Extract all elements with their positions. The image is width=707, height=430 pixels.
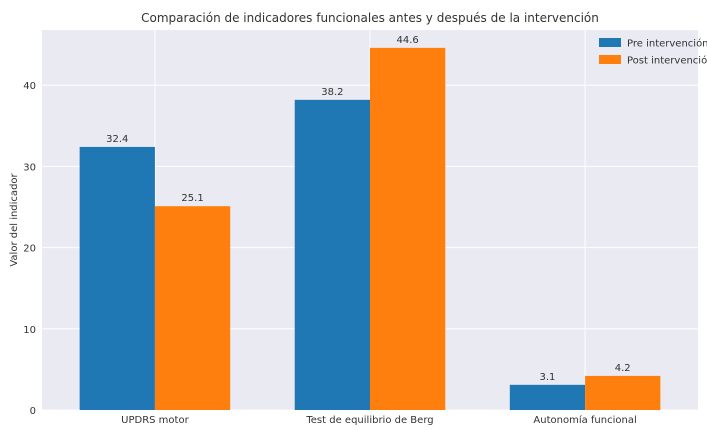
bar-value-label: 38.2 [321,87,343,98]
x-tick-label: Autonomía funcional [533,414,636,426]
y-tick-label: 20 [23,244,36,255]
y-axis-ticks: 0 10 20 30 40 [23,81,36,417]
bar-post-1 [370,47,446,410]
legend-label: Post intervención [627,55,707,67]
legend-swatch [599,55,621,64]
bar-pre-0 [79,146,155,410]
bar-value-label: 44.6 [397,35,419,46]
chart-title: Comparación de indicadores funcionales a… [141,11,599,25]
legend-label: Pre intervención [627,38,707,50]
bar-value-label: 3.1 [539,372,555,383]
bar-pre-2 [509,384,586,410]
bar-value-label: 32.4 [106,134,128,145]
bar-pre-1 [294,99,370,410]
x-tick-label: Test de equilibrio de Berg [305,415,433,426]
y-axis-label: Valor del indicador [9,172,20,266]
legend-swatch [599,38,621,47]
bars-group [79,47,661,410]
legend: Pre intervención Post intervención [599,38,707,67]
y-tick-label: 30 [23,162,36,173]
y-tick-label: 40 [23,81,36,92]
y-tick-label: 10 [23,325,36,336]
x-tick-label: UPDRS motor [121,415,189,426]
bar-value-label: 25.1 [181,193,203,204]
bar-post-2 [585,375,661,410]
bar-post-0 [154,206,231,410]
y-tick-label: 0 [30,406,36,417]
bar-value-labels: 32.4 38.2 3.1 25.1 44.6 4.2 [106,35,631,383]
x-axis-ticks: UPDRS motor Test de equilibrio de Berg Aut… [121,414,637,426]
bar-value-label: 4.2 [615,363,631,374]
